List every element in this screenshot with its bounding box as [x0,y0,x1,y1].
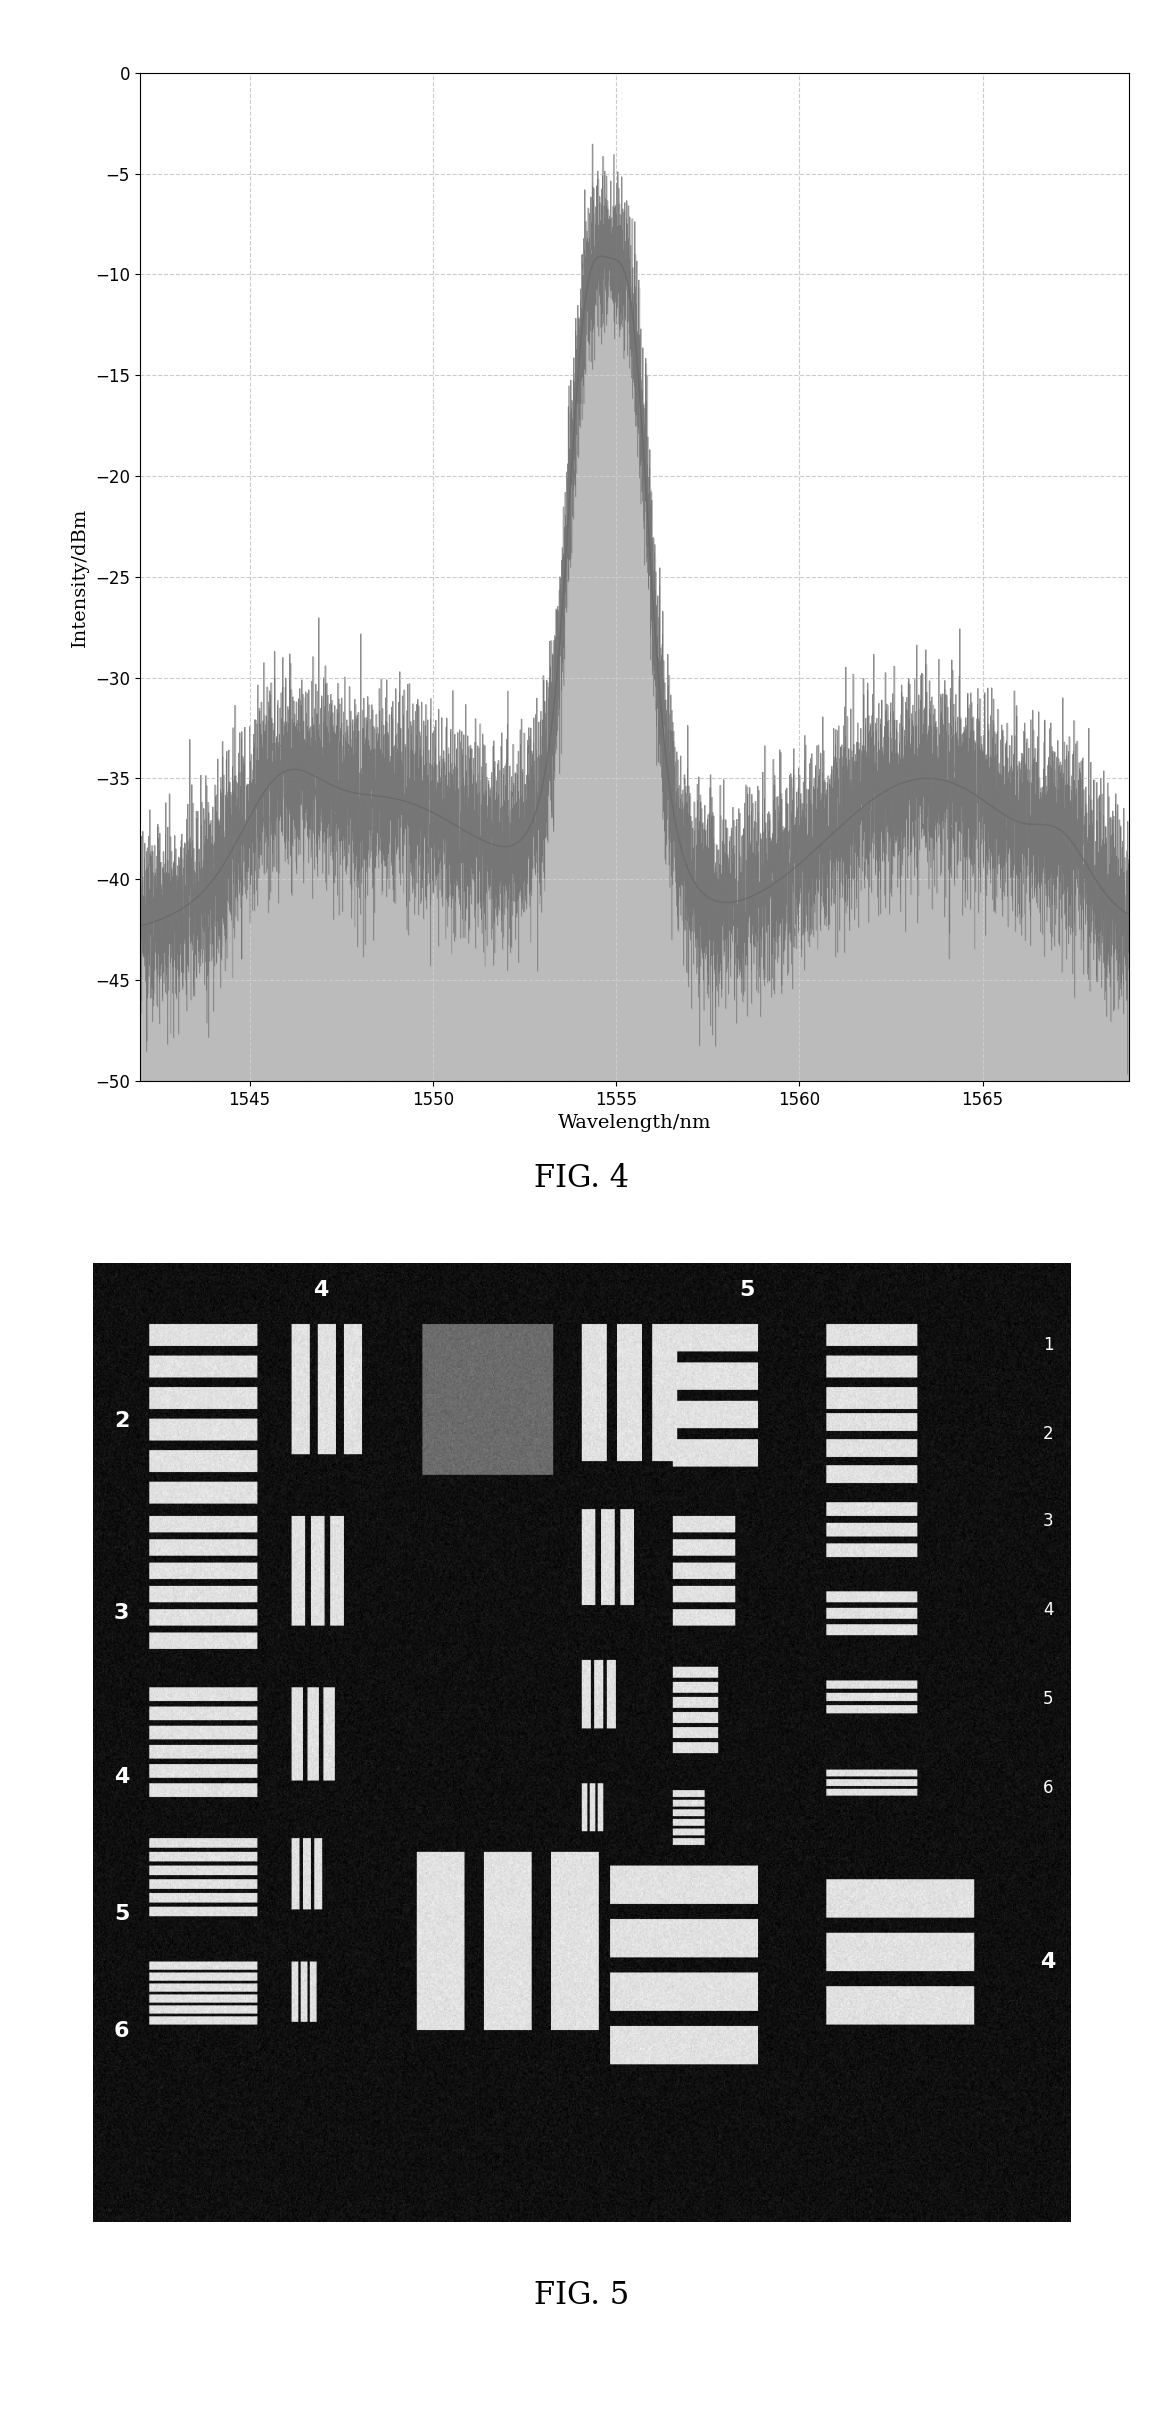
Text: 3: 3 [1043,1511,1053,1530]
Text: 4: 4 [114,1766,129,1788]
Text: 6: 6 [114,2021,129,2040]
Text: 1: 1 [1043,1336,1053,1355]
Text: 2: 2 [114,1411,129,1431]
Text: FIG. 4: FIG. 4 [534,1163,630,1193]
Text: 3: 3 [114,1603,129,1623]
Text: 5: 5 [1043,1691,1053,1708]
Text: 5: 5 [739,1280,754,1300]
Text: 6: 6 [1043,1778,1053,1797]
Text: FIG. 5: FIG. 5 [534,2281,630,2310]
Text: 2: 2 [1043,1426,1053,1443]
X-axis label: Wavelength/nm: Wavelength/nm [558,1115,711,1132]
Text: 5: 5 [114,1904,129,1924]
Text: 4: 4 [1043,1601,1053,1618]
Text: 4: 4 [1041,1953,1056,1972]
Y-axis label: Intensity/dBm: Intensity/dBm [71,508,90,646]
Text: 4: 4 [313,1280,328,1300]
